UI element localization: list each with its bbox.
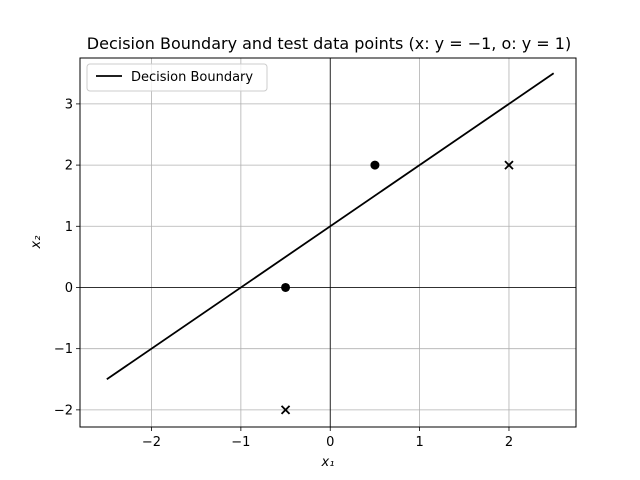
point-class-negative [504,160,514,170]
point-x-stroke [280,405,291,415]
legend-box [86,63,268,92]
legend-label-decision-boundary: Decision Boundary [131,70,253,85]
y-tick-label: 1 [65,220,73,235]
x-tick-label: −2 [142,435,161,450]
y-tick-label: 2 [65,159,73,174]
ticks: −2 −1 0 1 2 −2 −1 0 1 2 3 [54,97,513,450]
x-tick-label: 1 [415,435,423,450]
decision-boundary-line [106,72,555,381]
y-axis-label: x₂ [29,236,44,250]
x-tick-label: 2 [505,435,513,450]
point-x-stroke [504,160,514,170]
y-tick-label: 3 [65,97,73,112]
y-tick-label: 0 [65,281,73,296]
plot-area-frame [79,57,577,428]
zero-lines [80,58,576,427]
legend: Decision Boundary [86,63,268,92]
x-tick-label: 0 [326,435,334,450]
x-tick-label: −1 [231,435,250,450]
point-class-negative [280,405,291,415]
x-axis-label: x₁ [321,455,335,470]
y-tick-label: −1 [54,342,73,357]
series-layer [106,72,555,415]
point-class-positive [370,160,380,170]
chart-title: Decision Boundary and test data points (… [87,34,571,53]
y-tick-label: −2 [54,403,73,418]
point-class-positive [281,282,291,292]
